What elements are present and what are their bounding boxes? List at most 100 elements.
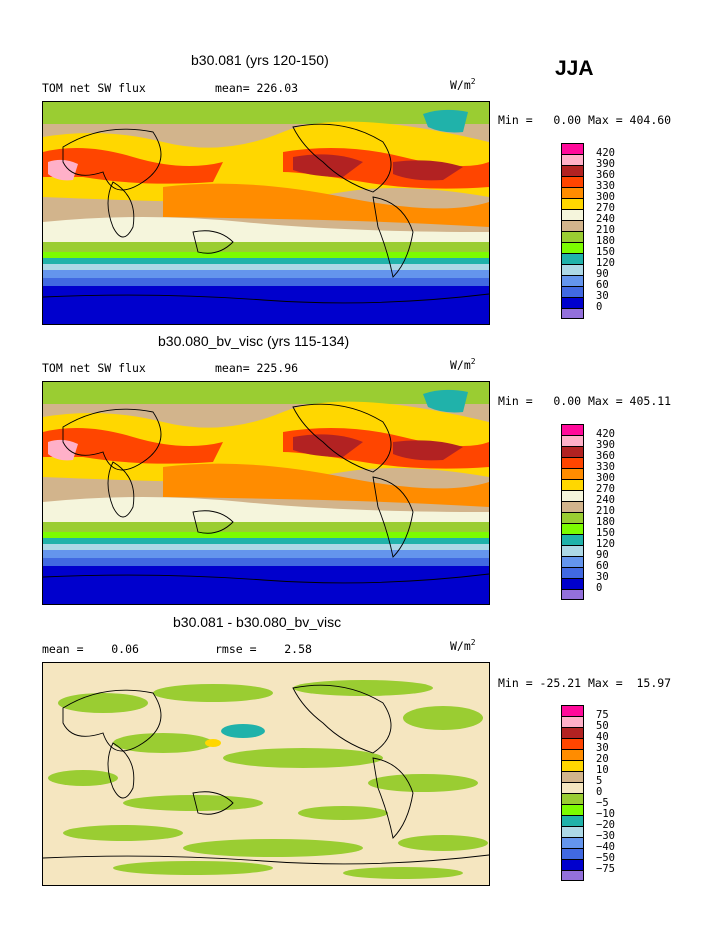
colorbar-swatch bbox=[561, 727, 584, 738]
colorbar-label: 210 bbox=[596, 224, 615, 236]
colorbar-label: 270 bbox=[596, 483, 615, 495]
panel-3-rmse-label: rmse = 2.58 bbox=[215, 642, 312, 656]
colorbar-swatch bbox=[561, 567, 584, 578]
colorbar-label: 360 bbox=[596, 450, 615, 462]
colorbar-label: 30 bbox=[596, 742, 609, 754]
panel-1-min-max: Min = 0.00 Max = 404.60 bbox=[498, 113, 672, 127]
colorbar-label: 240 bbox=[596, 494, 615, 506]
colorbar-label: 330 bbox=[596, 180, 615, 192]
panel-3-min-max: Min = -25.21 Max = 15.97 bbox=[498, 676, 672, 690]
panel-2-units: W/m2 bbox=[450, 357, 476, 372]
colorbar-swatch bbox=[561, 308, 584, 319]
colorbar-label: −10 bbox=[596, 808, 615, 820]
panel-3-title: b30.081 - b30.080_bv_visc bbox=[173, 614, 342, 630]
colorbar-swatch bbox=[561, 143, 584, 154]
colorbar-label: 0 bbox=[596, 786, 603, 798]
colorbar-swatch bbox=[561, 490, 584, 501]
colorbar-label: 60 bbox=[596, 560, 609, 572]
colorbar-swatch bbox=[561, 231, 584, 242]
colorbar-swatch bbox=[561, 209, 584, 220]
colorbar-label: 30 bbox=[596, 290, 609, 302]
colorbar-label: 150 bbox=[596, 527, 615, 539]
panel-1-units: W/m2 bbox=[450, 77, 476, 92]
colorbar-label: 390 bbox=[596, 158, 615, 170]
colorbar-swatch bbox=[561, 589, 584, 600]
colorbar-swatch bbox=[561, 198, 584, 209]
panel-3-map-svg bbox=[43, 663, 489, 885]
panel-1-map-svg bbox=[43, 102, 489, 324]
colorbar-label: 50 bbox=[596, 720, 609, 732]
panel-2-mean-label: mean= 225.96 bbox=[215, 361, 299, 375]
season-label: JJA bbox=[555, 57, 594, 80]
colorbar-swatch bbox=[561, 545, 584, 556]
colorbar-swatch bbox=[561, 165, 584, 176]
colorbar-label: 360 bbox=[596, 169, 615, 181]
colorbar-label: −20 bbox=[596, 819, 615, 831]
colorbar-label: 120 bbox=[596, 538, 615, 550]
colorbar-label: 270 bbox=[596, 202, 615, 214]
colorbar-swatch bbox=[561, 187, 584, 198]
colorbar-swatch bbox=[561, 176, 584, 187]
colorbar-swatch bbox=[561, 501, 584, 512]
colorbar-swatch bbox=[561, 468, 584, 479]
colorbar-label: 20 bbox=[596, 753, 609, 765]
colorbar-label: 75 bbox=[596, 709, 609, 721]
colorbar-label: 300 bbox=[596, 472, 615, 484]
colorbar-swatch bbox=[561, 275, 584, 286]
colorbar-label: 0 bbox=[596, 301, 603, 313]
colorbar-swatch bbox=[561, 154, 584, 165]
colorbar-swatch bbox=[561, 286, 584, 297]
colorbar-swatch bbox=[561, 705, 584, 716]
colorbar-label: 420 bbox=[596, 147, 615, 159]
colorbar-label: 210 bbox=[596, 505, 615, 517]
panel-3-map bbox=[42, 662, 490, 886]
colorbar-label: 30 bbox=[596, 571, 609, 583]
colorbar-label: 330 bbox=[596, 461, 615, 473]
colorbar-swatch bbox=[561, 716, 584, 727]
colorbar-swatch bbox=[561, 870, 584, 881]
panel-2-min-max: Min = 0.00 Max = 405.11 bbox=[498, 394, 672, 408]
colorbar-swatch bbox=[561, 837, 584, 848]
colorbar-label: −40 bbox=[596, 841, 615, 853]
colorbar-swatch bbox=[561, 578, 584, 589]
panel-1-mean-label: mean= 226.03 bbox=[215, 81, 299, 95]
colorbar-label: 40 bbox=[596, 731, 609, 743]
colorbar-label: 0 bbox=[596, 582, 603, 594]
colorbar-swatch bbox=[561, 264, 584, 275]
colorbar-label: 300 bbox=[596, 191, 615, 203]
panel-2-map-svg bbox=[43, 382, 489, 604]
colorbar-swatch bbox=[561, 424, 584, 435]
colorbar-swatch bbox=[561, 738, 584, 749]
colorbar-swatch bbox=[561, 771, 584, 782]
panel-3-mean-label: mean = 0.06 bbox=[42, 642, 139, 656]
colorbar-swatch bbox=[561, 435, 584, 446]
colorbar-swatch bbox=[561, 782, 584, 793]
colorbar-label: −75 bbox=[596, 863, 615, 875]
colorbar-swatch bbox=[561, 253, 584, 264]
colorbar-swatch bbox=[561, 479, 584, 490]
colorbar-label: 240 bbox=[596, 213, 615, 225]
panel-1-map bbox=[42, 101, 490, 325]
colorbar-swatch bbox=[561, 242, 584, 253]
colorbar-swatch bbox=[561, 297, 584, 308]
colorbar-swatch bbox=[561, 760, 584, 771]
colorbar-label: 60 bbox=[596, 279, 609, 291]
colorbar-swatch bbox=[561, 457, 584, 468]
colorbar-label: 150 bbox=[596, 246, 615, 258]
colorbar-label: 10 bbox=[596, 764, 609, 776]
colorbar-swatch bbox=[561, 749, 584, 760]
colorbar-swatch bbox=[561, 523, 584, 534]
colorbar-swatch bbox=[561, 848, 584, 859]
panel-2-title: b30.080_bv_visc (yrs 115-134) bbox=[158, 333, 350, 349]
colorbar-label: 180 bbox=[596, 516, 615, 528]
colorbar-swatch bbox=[561, 534, 584, 545]
panel-1-title: b30.081 (yrs 120-150) bbox=[191, 52, 329, 68]
colorbar-swatch bbox=[561, 793, 584, 804]
panel-2-map bbox=[42, 381, 490, 605]
colorbar-swatch bbox=[561, 826, 584, 837]
colorbar-swatch bbox=[561, 804, 584, 815]
colorbar-label: −50 bbox=[596, 852, 615, 864]
colorbar-label: −30 bbox=[596, 830, 615, 842]
colorbar-swatch bbox=[561, 859, 584, 870]
colorbar-label: 390 bbox=[596, 439, 615, 451]
